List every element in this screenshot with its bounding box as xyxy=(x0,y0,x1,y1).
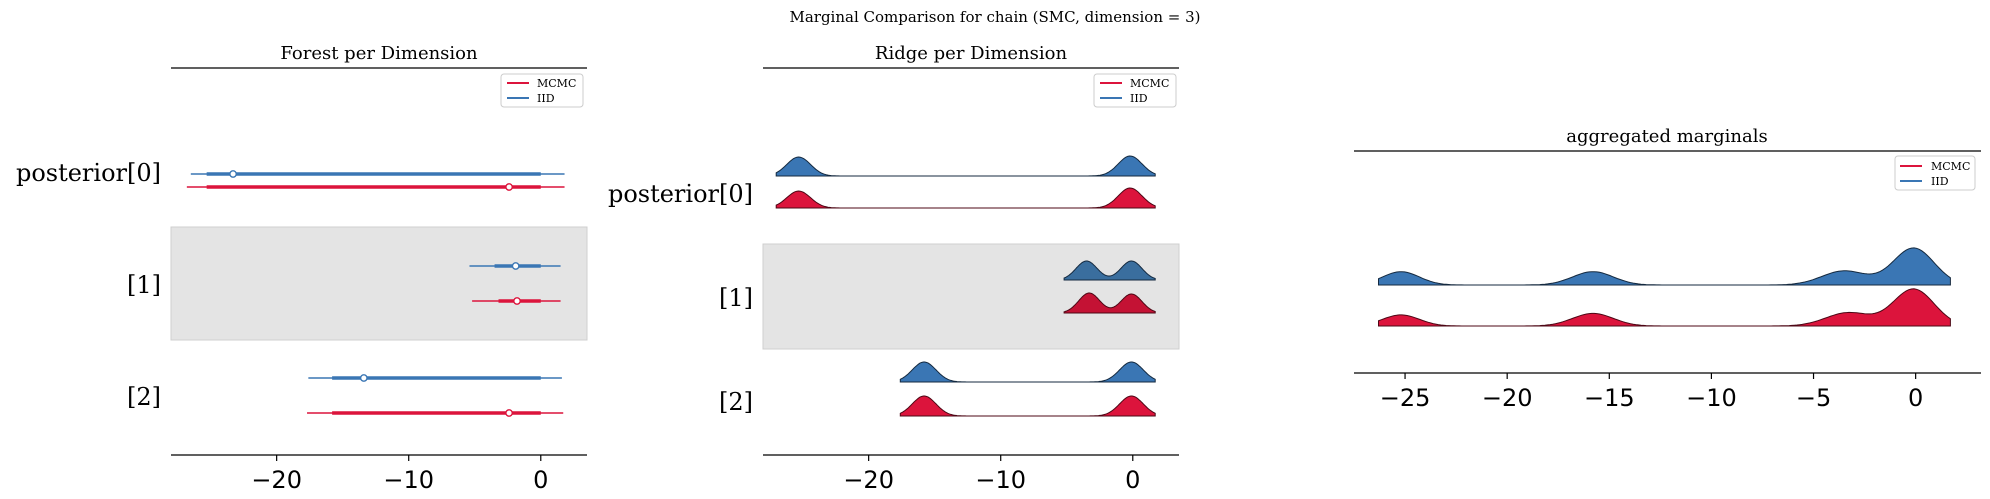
ridge-x-tick-label: −10 xyxy=(975,466,1026,494)
ridge-iid-row0 xyxy=(775,155,1156,177)
aggregated-x-ticks: −25 −20 −15 −10 −5 0 xyxy=(1380,373,1923,412)
figure-suptitle: Marginal Comparison for chain (SMC, dime… xyxy=(789,8,1200,26)
ridge-x-tick-label: −20 xyxy=(843,466,894,494)
aggregated-x-tick-label: −10 xyxy=(1686,384,1737,412)
forest-x-tick-label: 0 xyxy=(533,466,548,494)
ridge-mcmc-row2 xyxy=(899,395,1156,417)
ridge-legend: MCMC IID xyxy=(1093,73,1177,108)
ridge-legend-mcmc-label: MCMC xyxy=(1130,77,1169,90)
forest-legend-iid-label: IID xyxy=(537,92,555,105)
forest-marks xyxy=(186,170,565,417)
aggregated-iid-ridge xyxy=(1378,247,1951,286)
aggregated-x-tick-label: −20 xyxy=(1482,384,1533,412)
ridge-x-ticks: −20 −10 0 xyxy=(843,455,1140,494)
ridge-row-label-0: posterior[0] xyxy=(608,180,753,208)
panel-ridge: Ridge per Dimension −20 −10 0 posterior[0]… xyxy=(608,43,1180,494)
panel-aggregated: aggregated marginals −25 −20 −15 −10 −5 0 MCM… xyxy=(1354,126,1981,412)
panel-aggregated-title: aggregated marginals xyxy=(1566,126,1767,147)
aggregated-x-tick-label: −25 xyxy=(1380,384,1431,412)
aggregated-legend-iid-label: IID xyxy=(1931,175,1949,188)
panel-forest-title: Forest per Dimension xyxy=(280,43,478,64)
forest-row-label-0: posterior[0] xyxy=(16,159,161,187)
forest-x-tick-label: −20 xyxy=(251,466,302,494)
forest-x-tick-label: −10 xyxy=(383,466,434,494)
forest-row-band xyxy=(170,226,588,341)
aggregated-legend: MCMC IID xyxy=(1894,155,1976,191)
ridge-row-label-2: [2] xyxy=(719,388,753,416)
aggregated-x-tick-label: −15 xyxy=(1584,384,1635,412)
forest-x-ticks: −20 −10 0 xyxy=(251,455,548,494)
forest-row-label-1: [1] xyxy=(127,271,161,299)
forest-row-label-2: [2] xyxy=(127,383,161,411)
ridge-legend-iid-label: IID xyxy=(1130,92,1148,105)
aggregated-marks xyxy=(1378,247,1951,327)
forest-iid-row1-median xyxy=(511,262,520,270)
forest-iid-row2-median xyxy=(359,374,368,382)
aggregated-x-tick-label: 0 xyxy=(1908,384,1923,412)
ridge-iid-row2 xyxy=(899,361,1156,383)
aggregated-legend-mcmc-label: MCMC xyxy=(1931,160,1970,173)
forest-legend-mcmc-label: MCMC xyxy=(537,77,576,90)
forest-mcmc-row0-median xyxy=(505,183,513,191)
ridge-mcmc-row1 xyxy=(1063,292,1156,314)
ridge-marks xyxy=(775,155,1156,417)
forest-legend: MCMC IID xyxy=(500,73,584,108)
forest-mcmc-row1-median xyxy=(513,297,521,305)
forest-mcmc-row2-median xyxy=(505,409,513,417)
ridge-mcmc-row0 xyxy=(775,187,1156,209)
ridge-iid-row1 xyxy=(1063,260,1156,281)
panel-forest: Forest per Dimension −20 −10 0 posterior[0… xyxy=(16,43,588,494)
forest-iid-row0-median xyxy=(229,170,237,178)
aggregated-x-tick-label: −5 xyxy=(1796,384,1831,412)
ridge-row-label-1: [1] xyxy=(719,284,753,312)
ridge-x-tick-label: 0 xyxy=(1125,466,1140,494)
panel-ridge-title: Ridge per Dimension xyxy=(875,43,1068,64)
aggregated-mcmc-ridge xyxy=(1378,288,1951,327)
ridge-row-band xyxy=(762,243,1180,350)
